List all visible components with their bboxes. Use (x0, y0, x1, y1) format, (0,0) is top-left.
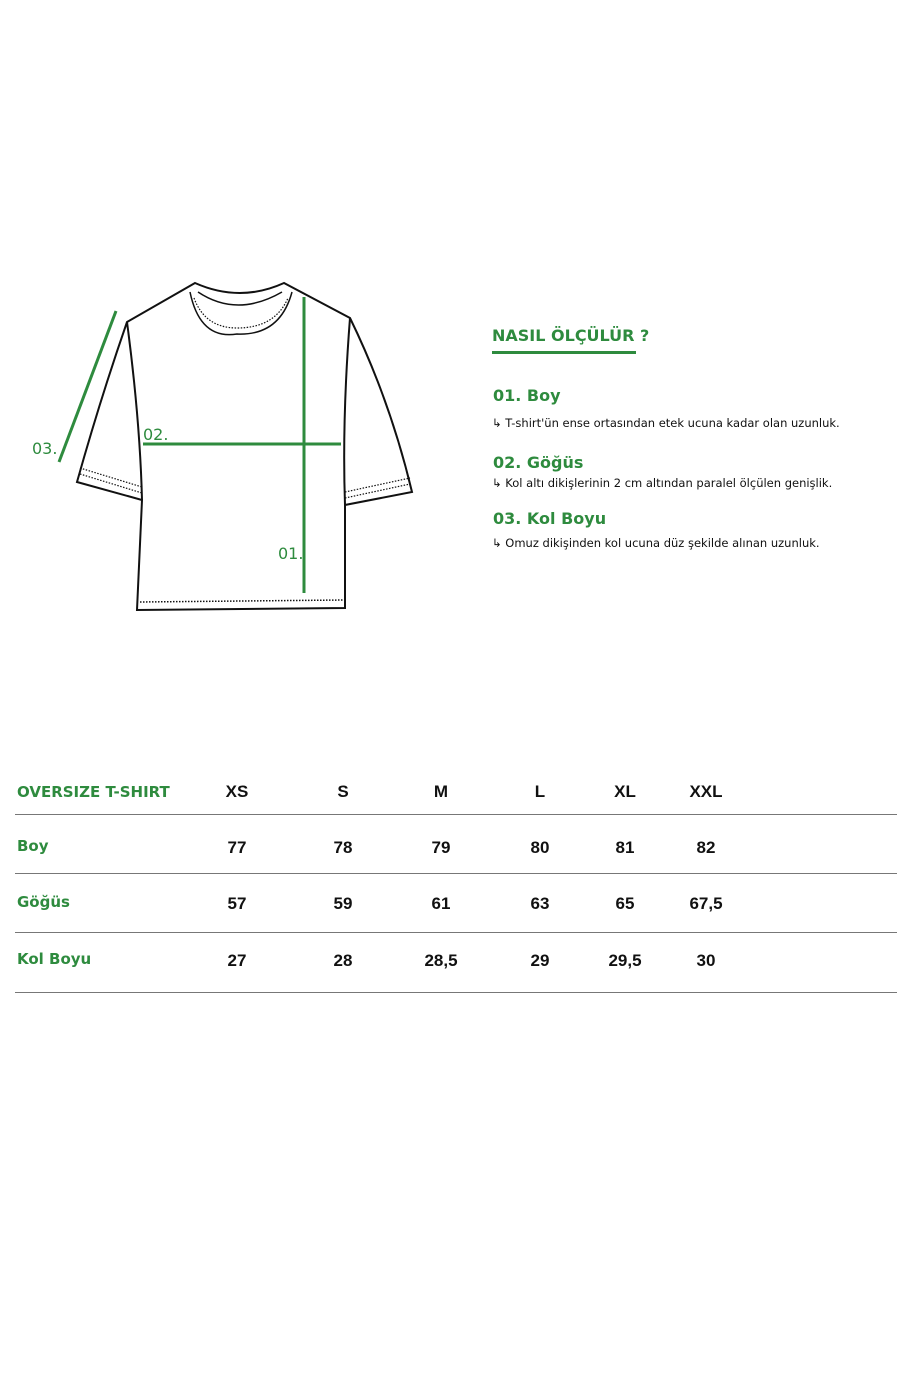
table-cell: 61 (431, 894, 451, 913)
step-title: 01. Boy (493, 386, 561, 405)
table-cell: 77 (227, 838, 247, 857)
arrow-icon: ↳ (492, 536, 502, 550)
table-cell: 30 (696, 951, 716, 970)
size-header: S (337, 782, 349, 801)
size-header: M (433, 782, 449, 801)
table-cell: 29,5 (608, 951, 642, 970)
row-divider (15, 873, 897, 874)
kol-label: 03. (32, 439, 58, 458)
table-cell: 63 (530, 894, 550, 913)
step-desc-text: T-shirt'ün ense ortasından etek ucuna ka… (505, 416, 840, 430)
step-desc: ↳ T-shirt'ün ense ortasından etek ucuna … (492, 416, 840, 430)
size-header: XL (614, 782, 636, 801)
row-divider (15, 992, 897, 993)
row-divider (15, 814, 897, 815)
table-cell: 28,5 (424, 951, 458, 970)
row-divider (15, 932, 897, 933)
table-cell: 82 (696, 838, 716, 857)
row-label: Kol Boyu (17, 950, 92, 968)
table-cell: 67,5 (689, 894, 723, 913)
table-cell: 65 (615, 894, 635, 913)
table-cell: 79 (431, 838, 451, 857)
size-header: XS (225, 782, 249, 801)
tshirt-diagram (57, 281, 414, 612)
step-desc: ↳ Omuz dikişinden kol ucuna düz şekilde … (492, 536, 820, 550)
size-header: XXL (689, 782, 723, 801)
row-label: Göğüs (17, 893, 70, 911)
howto-title: NASIL ÖLÇÜLÜR ? (492, 326, 650, 345)
step-title: 03. Kol Boyu (493, 509, 607, 528)
table-header-label: OVERSIZE T-SHIRT (17, 783, 170, 801)
table-cell: 29 (530, 951, 550, 970)
table-cell: 28 (333, 951, 353, 970)
gogus-label: 02. (143, 425, 169, 444)
title-underline (492, 351, 636, 354)
tshirt-outline (75, 281, 414, 612)
size-header: L (534, 782, 546, 801)
step-title: 02. Göğüs (493, 453, 584, 472)
kol-measure-line (57, 310, 118, 463)
table-cell: 27 (227, 951, 247, 970)
step-desc-text: Kol altı dikişlerinin 2 cm altından para… (505, 476, 833, 490)
table-cell: 80 (530, 838, 550, 857)
table-cell: 59 (333, 894, 353, 913)
arrow-icon: ↳ (492, 476, 502, 490)
table-cell: 78 (333, 838, 353, 857)
row-label: Boy (17, 837, 49, 855)
table-cell: 81 (615, 838, 635, 857)
step-desc-text: Omuz dikişinden kol ucuna düz şekilde al… (505, 536, 820, 550)
table-cell: 57 (227, 894, 247, 913)
step-desc: ↳ Kol altı dikişlerinin 2 cm altından pa… (492, 476, 832, 490)
boy-label: 01. (278, 544, 304, 563)
arrow-icon: ↳ (492, 416, 502, 430)
